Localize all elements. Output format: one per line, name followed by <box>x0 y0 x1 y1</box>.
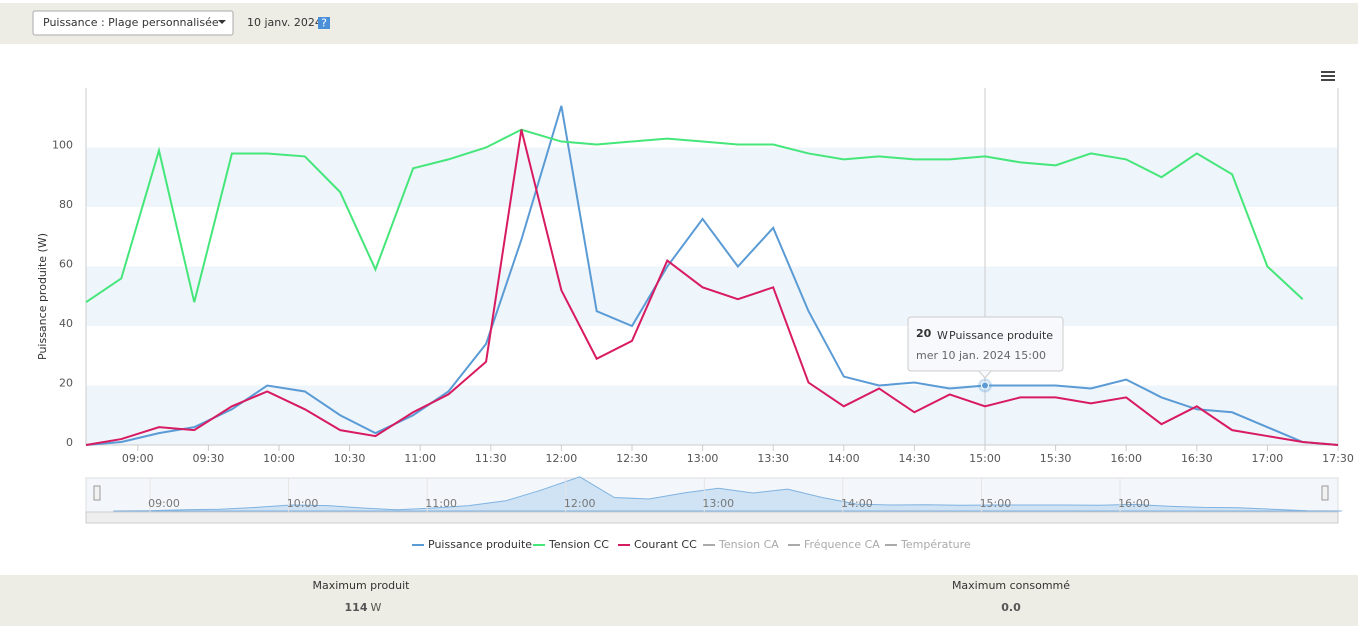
y-tick-label: 80 <box>59 198 73 211</box>
tooltip-value: 20 <box>916 327 932 340</box>
x-tick-label: 10:00 <box>263 452 295 465</box>
navigator-label: 15:00 <box>980 497 1012 510</box>
dropdown-label: Puissance : Plage personnalisée <box>43 16 219 29</box>
tooltip-pointer <box>978 370 992 379</box>
legend-label[interactable]: Tension CA <box>718 538 779 551</box>
x-tick-label: 16:30 <box>1181 452 1213 465</box>
x-tick-label: 16:00 <box>1110 452 1142 465</box>
y-axis-title: Puissance produite (W) <box>36 233 49 360</box>
x-tick-label: 13:00 <box>687 452 719 465</box>
plot-band <box>86 385 1338 445</box>
legend-label[interactable]: Courant CC <box>634 538 697 551</box>
footer-bar <box>0 575 1358 626</box>
plot-band <box>86 266 1338 326</box>
hover-point <box>980 381 989 390</box>
x-tick-label: 15:30 <box>1040 452 1072 465</box>
y-tick-label: 40 <box>59 317 73 330</box>
x-tick-label: 11:30 <box>475 452 507 465</box>
y-tick-label: 20 <box>59 377 73 390</box>
x-tick-label: 09:30 <box>193 452 225 465</box>
x-tick-label: 11:00 <box>404 452 436 465</box>
x-tick-label: 12:30 <box>616 452 648 465</box>
y-tick-label: 100 <box>52 139 73 152</box>
x-tick-label: 09:00 <box>122 452 154 465</box>
footer-unit: W <box>371 601 382 614</box>
dropdown-arrow <box>218 20 226 24</box>
y-tick-label: 0 <box>66 436 73 449</box>
help-icon[interactable] <box>318 17 330 29</box>
navigator-label: 10:00 <box>287 497 319 510</box>
legend-label[interactable]: Tension CC <box>548 538 609 551</box>
tooltip: 20 W Puissance produite mer 10 jan. 2024 15… <box>907 316 1064 379</box>
footer-label: Maximum consommé <box>952 579 1070 592</box>
navigator-label: 11:00 <box>425 497 457 510</box>
footer-value: 0.0 <box>1001 601 1021 614</box>
tooltip-series: Puissance produite <box>949 329 1053 342</box>
tooltip-unit: W <box>937 329 948 342</box>
footer-value: 114 <box>345 601 368 614</box>
series-line <box>85 105 1339 446</box>
menu-icon[interactable] <box>1321 71 1335 81</box>
legend-label[interactable]: Température <box>900 538 971 551</box>
plot-band <box>86 147 1338 207</box>
navigator-handle[interactable] <box>93 485 101 501</box>
navigator-label: 12:00 <box>564 497 596 510</box>
y-tick-label: 60 <box>59 258 73 271</box>
dropdown[interactable] <box>32 10 234 36</box>
tooltip-date: mer 10 jan. 2024 15:00 <box>916 349 1046 362</box>
help-text: ? <box>321 17 327 30</box>
navigator-label: 09:00 <box>148 497 180 510</box>
navigator-label: 16:00 <box>1118 497 1150 510</box>
navigator-label: 14:00 <box>841 497 873 510</box>
x-tick-label: 14:30 <box>899 452 931 465</box>
navigator-area <box>113 476 1342 512</box>
series-line <box>85 129 1339 446</box>
legend-label[interactable]: Puissance produite <box>428 538 532 551</box>
date: 10 janv. 2024 <box>247 16 322 29</box>
x-tick-label: 17:30 <box>1322 452 1354 465</box>
x-tick-label: 15:00 <box>969 452 1001 465</box>
x-tick-label: 14:00 <box>828 452 860 465</box>
tooltip-box <box>907 316 1064 372</box>
navigator-label: 13:00 <box>702 497 734 510</box>
legend-label[interactable]: Fréquence CA <box>804 538 880 551</box>
series-line <box>85 128 1304 304</box>
x-tick-label: 12:00 <box>546 452 578 465</box>
x-tick-label: 13:30 <box>757 452 789 465</box>
scrollbar[interactable] <box>85 511 1339 524</box>
x-tick-label: 10:30 <box>334 452 366 465</box>
footer-label: Maximum produit <box>312 579 410 592</box>
x-tick-label: 17:00 <box>1252 452 1284 465</box>
navigator-handle[interactable] <box>1321 485 1329 501</box>
